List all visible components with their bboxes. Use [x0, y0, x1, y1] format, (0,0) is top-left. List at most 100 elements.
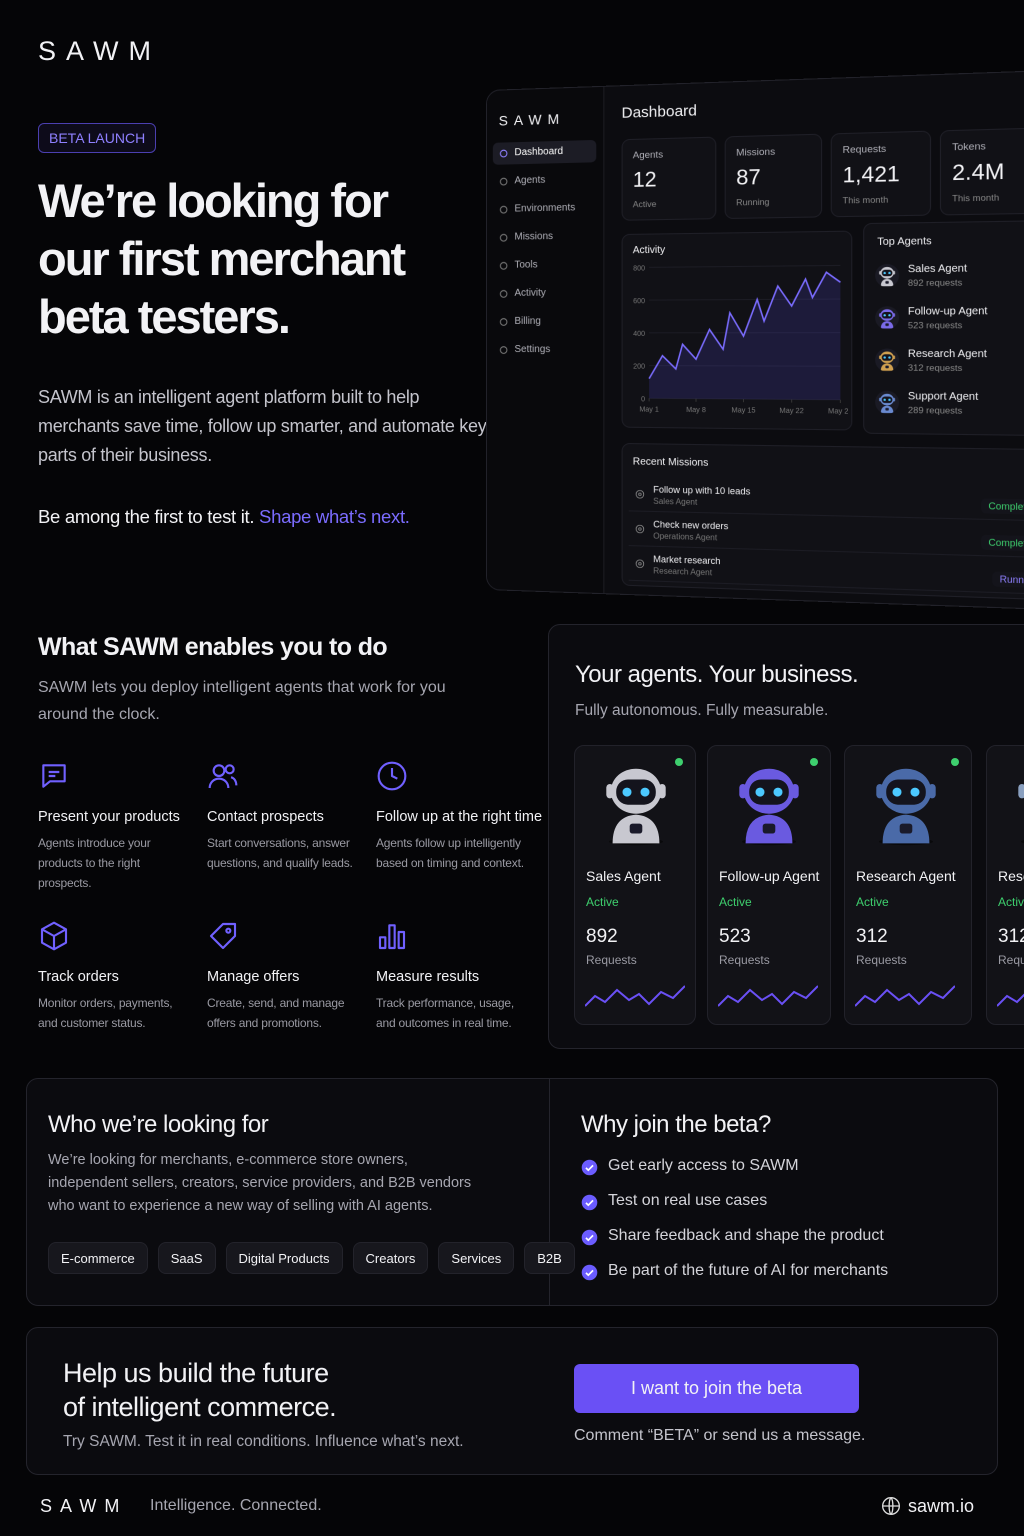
mission-agent: Sales Agent [653, 496, 698, 507]
cta-highlight[interactable]: Shape what’s next. [259, 506, 410, 527]
agent-avatar-part [888, 271, 891, 275]
join-button[interactable]: I want to join the beta [574, 1364, 859, 1413]
why-item: Share feedback and shape the product [608, 1227, 884, 1244]
agent-requests: 289 requests [907, 404, 963, 416]
agent-robot [1018, 784, 1024, 844]
footer-logo: SAWM [40, 1496, 128, 1516]
feature-icon [42, 764, 66, 788]
nav-icon [499, 317, 509, 327]
agent-avatar-part [885, 407, 889, 411]
sparkline [718, 985, 818, 1007]
feature-description: Create, send, and manage offers and prom… [207, 996, 345, 1030]
agent-robot-part [773, 787, 783, 797]
feature-title: Contact prospects [207, 809, 324, 825]
cta-panel: Help us build the future of intelligent c… [26, 1327, 998, 1475]
nav-label: Billing [514, 315, 541, 327]
agent-name: Follow-up Agent [907, 305, 988, 318]
agent-avatar-part [885, 281, 889, 284]
x-tick-label: May 8 [686, 407, 706, 414]
agents-title: Your agents. Your business. [575, 661, 859, 688]
status-dot [810, 758, 818, 766]
mission-icon-part [639, 528, 642, 531]
stat-value: 2.4M [952, 159, 1005, 186]
agent-avatar-part [883, 314, 886, 317]
feature-icon [209, 922, 237, 950]
feature-description: Start conversations, answer questions, a… [207, 836, 353, 870]
nav-label: Dashboard [514, 145, 564, 159]
agent-robot-part [892, 787, 902, 797]
activity-panel: Activity 0 200 400 600 800 May 1 May 8 May 15 Ma… [621, 230, 853, 431]
cta-subtitle: Try SAWM. Test it in real conditions. In… [63, 1433, 464, 1450]
nav-icon [499, 289, 509, 299]
agent-unit: Requests [719, 953, 770, 967]
why-item: Get early access to SAWM [608, 1157, 799, 1174]
grid-line [649, 265, 840, 267]
feature-icon-part [224, 764, 235, 775]
website[interactable]: sawm.io [908, 1496, 975, 1516]
title-line: Help us build the future [63, 1358, 329, 1388]
tag-row: E-commerce SaaS Digital Products Creators Se… [48, 1242, 575, 1274]
check-icon [581, 1194, 598, 1211]
nav-icon-part [500, 234, 507, 241]
agents-subtitle: Fully autonomous. Fully measurable. [575, 702, 829, 719]
mission-icon-part [639, 493, 642, 496]
mission-task: Market research [653, 553, 721, 567]
stat-note: This month [952, 191, 1000, 204]
agent-avatar-part [881, 396, 893, 404]
hero-title: We’re looking for our first merchant beta … [38, 172, 406, 346]
agent-name: Research Agent [907, 348, 987, 361]
agent-avatar [875, 348, 900, 372]
stat-value: 87 [736, 165, 761, 190]
agent-robot-part [762, 823, 776, 834]
agent-avatar-part [881, 354, 893, 361]
agent-avatar-part [885, 323, 889, 326]
agent-name: Sales Agent [586, 868, 661, 884]
stat-card: Agents 12 Active [621, 136, 717, 221]
badge: BETA LAUNCH [38, 123, 157, 153]
nav-label: Tools [514, 259, 538, 271]
tag: B2B [524, 1242, 575, 1274]
sparkline-part [997, 993, 1024, 1007]
dashboard-mockup: SAWM Dashboard Activity 0 200 400 600 800 May… [486, 67, 1024, 613]
nav-label: Environments [514, 202, 576, 215]
title-line: our first merchant [38, 232, 406, 285]
top-agents-panel: Top Agents Sales Agent 892 requests Follow… [863, 219, 1024, 437]
nav-icon-part [500, 347, 507, 354]
y-tick-label: 600 [633, 298, 645, 305]
dashboard-title: Dashboard [621, 102, 697, 122]
mission-status: Running [992, 571, 1024, 589]
check-icon-part [581, 1194, 598, 1211]
logo: SAWM [38, 36, 161, 66]
agent-avatar-part [881, 269, 893, 277]
agent-avatar-part [881, 311, 893, 319]
feature-description: Agents follow up intelligently based on … [376, 836, 524, 870]
activity-title: Activity [632, 244, 666, 257]
agent-value: 312 [998, 926, 1024, 947]
features-title: What SAWM enables you to do [38, 633, 388, 661]
nav-icon-part [500, 178, 507, 185]
nav-label: Missions [514, 230, 554, 243]
agent-avatar-part [883, 356, 886, 359]
agent-robot-part [755, 787, 765, 797]
nav-item: Environments [493, 197, 596, 221]
feature-title: Manage offers [207, 969, 300, 985]
nav-icon [499, 261, 509, 271]
stat-note: This month [842, 194, 889, 206]
nav-icon-part [500, 262, 507, 269]
feature-icon-part [208, 777, 230, 789]
nav-icon [499, 148, 509, 158]
agent-card: Sales Agent Active 892 Requests [574, 745, 696, 1025]
agent-robot [606, 768, 666, 846]
feature-icon-part [390, 768, 398, 780]
mission-icon [635, 489, 645, 499]
agent-robot [739, 768, 799, 846]
agent-robot-part [1021, 839, 1024, 844]
sparkline [585, 985, 685, 1007]
agent-value: 892 [586, 926, 618, 947]
feature-description: Monitor orders, payments, and customer s… [38, 996, 173, 1030]
mission-row: Market research Research Agent Running [628, 550, 1024, 596]
agent-avatar-part [883, 271, 886, 275]
nav-label: Agents [514, 174, 546, 187]
feature-icon-part [377, 761, 407, 791]
stat-label: Agents [632, 149, 664, 162]
